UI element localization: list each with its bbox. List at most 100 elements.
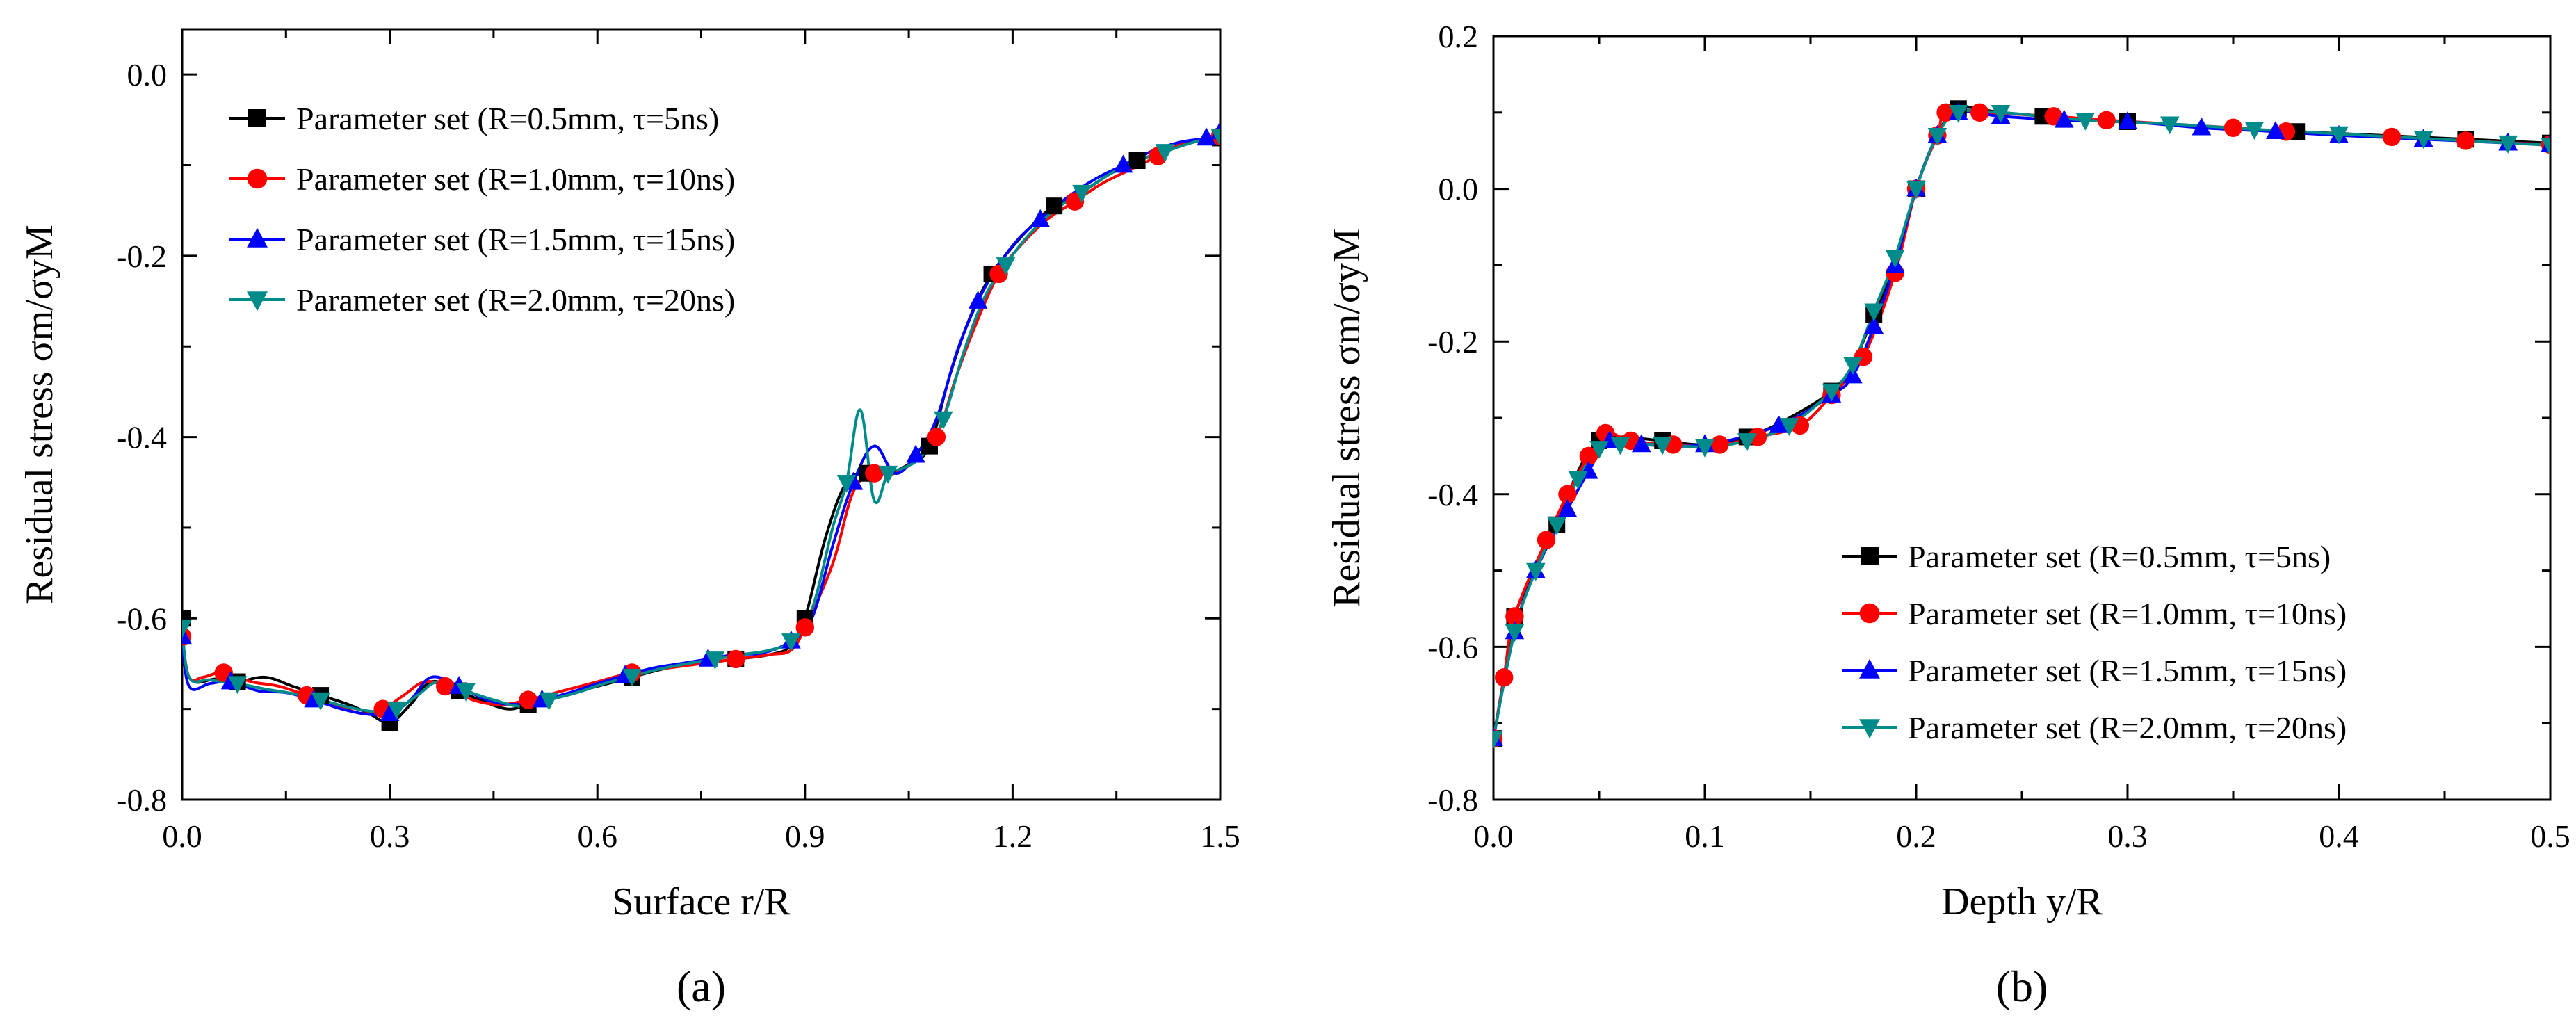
data-point-series-4 — [311, 692, 330, 711]
data-point-series-1 — [1128, 152, 1146, 170]
y-tick-label: -0.8 — [116, 782, 167, 818]
legend-marker — [248, 109, 266, 127]
series-line-4 — [1493, 108, 2550, 739]
x-tick-label: 0.4 — [2319, 818, 2359, 854]
y-tick-label: 0.0 — [127, 57, 168, 92]
data-point-series-4 — [1210, 129, 1220, 147]
legend-marker — [1859, 603, 1880, 624]
data-point-series-2 — [1936, 103, 1955, 122]
data-point-series-4 — [1737, 433, 1757, 451]
y-tick-label: -0.6 — [1427, 629, 1478, 665]
data-point-series-2 — [1748, 428, 1767, 446]
data-point-series-3 — [380, 703, 400, 721]
data-point-series-4 — [1822, 383, 1842, 402]
data-point-series-3 — [1113, 154, 1133, 173]
data-point-series-2 — [927, 428, 946, 446]
data-point-series-4 — [387, 701, 407, 720]
data-point-series-4 — [781, 633, 801, 651]
x-axis-title: Surface r/R — [612, 880, 791, 923]
data-point-series-3 — [1030, 209, 1051, 227]
legend-marker — [1859, 719, 1880, 739]
data-point-series-4 — [2413, 131, 2433, 149]
data-point-series-2 — [2223, 118, 2243, 137]
x-tick-label: 0.0 — [1473, 818, 1514, 854]
panel-label: (b) — [1996, 962, 2048, 1011]
data-point-series-2 — [1495, 668, 1514, 687]
plot-frame — [181, 28, 1222, 801]
data-point-series-4 — [1072, 184, 1092, 203]
data-point-series-2 — [436, 677, 455, 696]
legend-entry: Parameter set (R=1.0mm, τ=10ns) — [296, 161, 735, 197]
data-point-series-4 — [1653, 437, 1672, 455]
legend: Parameter set (R=0.5mm, τ=5ns) Parameter … — [1842, 539, 2347, 745]
data-point-series-2 — [2097, 111, 2116, 129]
panel-label: (a) — [677, 962, 726, 1011]
data-point-series-4 — [705, 651, 725, 670]
plot-area — [1493, 100, 2550, 750]
data-point-series-4 — [1885, 250, 1905, 268]
legend-entry: Parameter set (R=1.0mm, τ=10ns) — [1908, 596, 2347, 631]
x-tick-label: 0.9 — [785, 818, 825, 854]
data-point-series-2 — [2456, 131, 2475, 150]
data-point-series-4 — [1526, 562, 1546, 581]
data-point-series-4 — [996, 257, 1016, 275]
y-tick-label: -0.2 — [116, 238, 167, 274]
data-point-series-3 — [1864, 316, 1884, 334]
legend-marker — [247, 227, 268, 248]
data-point-series-2 — [2382, 127, 2401, 147]
x-tick-label: 0.3 — [2107, 818, 2148, 854]
data-point-series-4 — [1927, 127, 1947, 146]
x-tick-label: 1.5 — [1200, 818, 1240, 854]
y-tick-label: -0.2 — [1427, 324, 1478, 359]
y-tick-label: -0.4 — [116, 420, 167, 455]
data-point-series-2 — [1970, 103, 1989, 122]
data-point-series-4 — [1155, 144, 1175, 162]
data-point-series-4 — [227, 676, 248, 695]
data-point-series-4 — [1843, 357, 1863, 375]
x-tick-label: 0.1 — [1685, 818, 1725, 854]
data-point-series-3 — [2266, 121, 2285, 140]
data-point-series-2 — [1537, 531, 1556, 549]
data-point-series-3 — [2192, 117, 2212, 136]
series-line-1 — [1493, 106, 2550, 739]
data-point-series-4 — [878, 465, 898, 484]
legend-entry: Parameter set (R=1.5mm, τ=15ns) — [1908, 653, 2347, 688]
data-point-series-4 — [622, 668, 642, 687]
legend-entry: Parameter set (R=0.5mm, τ=5ns) — [296, 101, 719, 136]
data-point-series-3 — [968, 291, 988, 309]
x-tick-label: 1.2 — [993, 818, 1033, 854]
data-point-series-4 — [1505, 624, 1525, 642]
data-point-series-2 — [1558, 485, 1577, 503]
data-point-series-4 — [1949, 105, 1968, 123]
y-tick-label: 0.2 — [1439, 19, 1479, 54]
legend-entry: Parameter set (R=2.0mm, τ=20ns) — [1908, 710, 2347, 745]
data-point-series-4 — [1906, 181, 1926, 200]
data-point-series-2 — [1710, 435, 1729, 454]
data-point-series-4 — [1493, 731, 1503, 750]
data-point-series-3 — [182, 626, 192, 645]
data-point-series-2 — [519, 690, 537, 709]
data-point-series-2 — [865, 464, 884, 483]
data-point-series-4 — [2160, 116, 2180, 135]
data-point-series-2 — [727, 649, 745, 669]
data-point-series-4 — [2329, 126, 2349, 145]
data-point-series-3 — [1197, 127, 1216, 146]
x-tick-label: 0.6 — [577, 818, 617, 854]
data-point-series-3 — [1632, 434, 1651, 453]
legend: Parameter set (R=0.5mm, τ=5ns) Parameter … — [229, 101, 735, 318]
data-point-series-1 — [1046, 197, 1063, 215]
x-tick-label: 0.3 — [370, 818, 410, 854]
data-point-series-4 — [539, 692, 559, 711]
y-axis-title: Residual stress σm/σyM — [1325, 228, 1368, 608]
data-point-series-3 — [1769, 414, 1789, 433]
legend-marker — [1861, 547, 1879, 565]
data-point-series-4 — [1864, 303, 1884, 322]
series-line-3 — [182, 130, 1220, 717]
legend-marker — [1859, 658, 1880, 679]
data-point-series-4 — [1695, 439, 1715, 458]
x-tick-label: 0.5 — [2530, 818, 2570, 854]
y-tick-label: 0.0 — [1439, 172, 1479, 207]
data-point-series-4 — [1589, 441, 1609, 459]
